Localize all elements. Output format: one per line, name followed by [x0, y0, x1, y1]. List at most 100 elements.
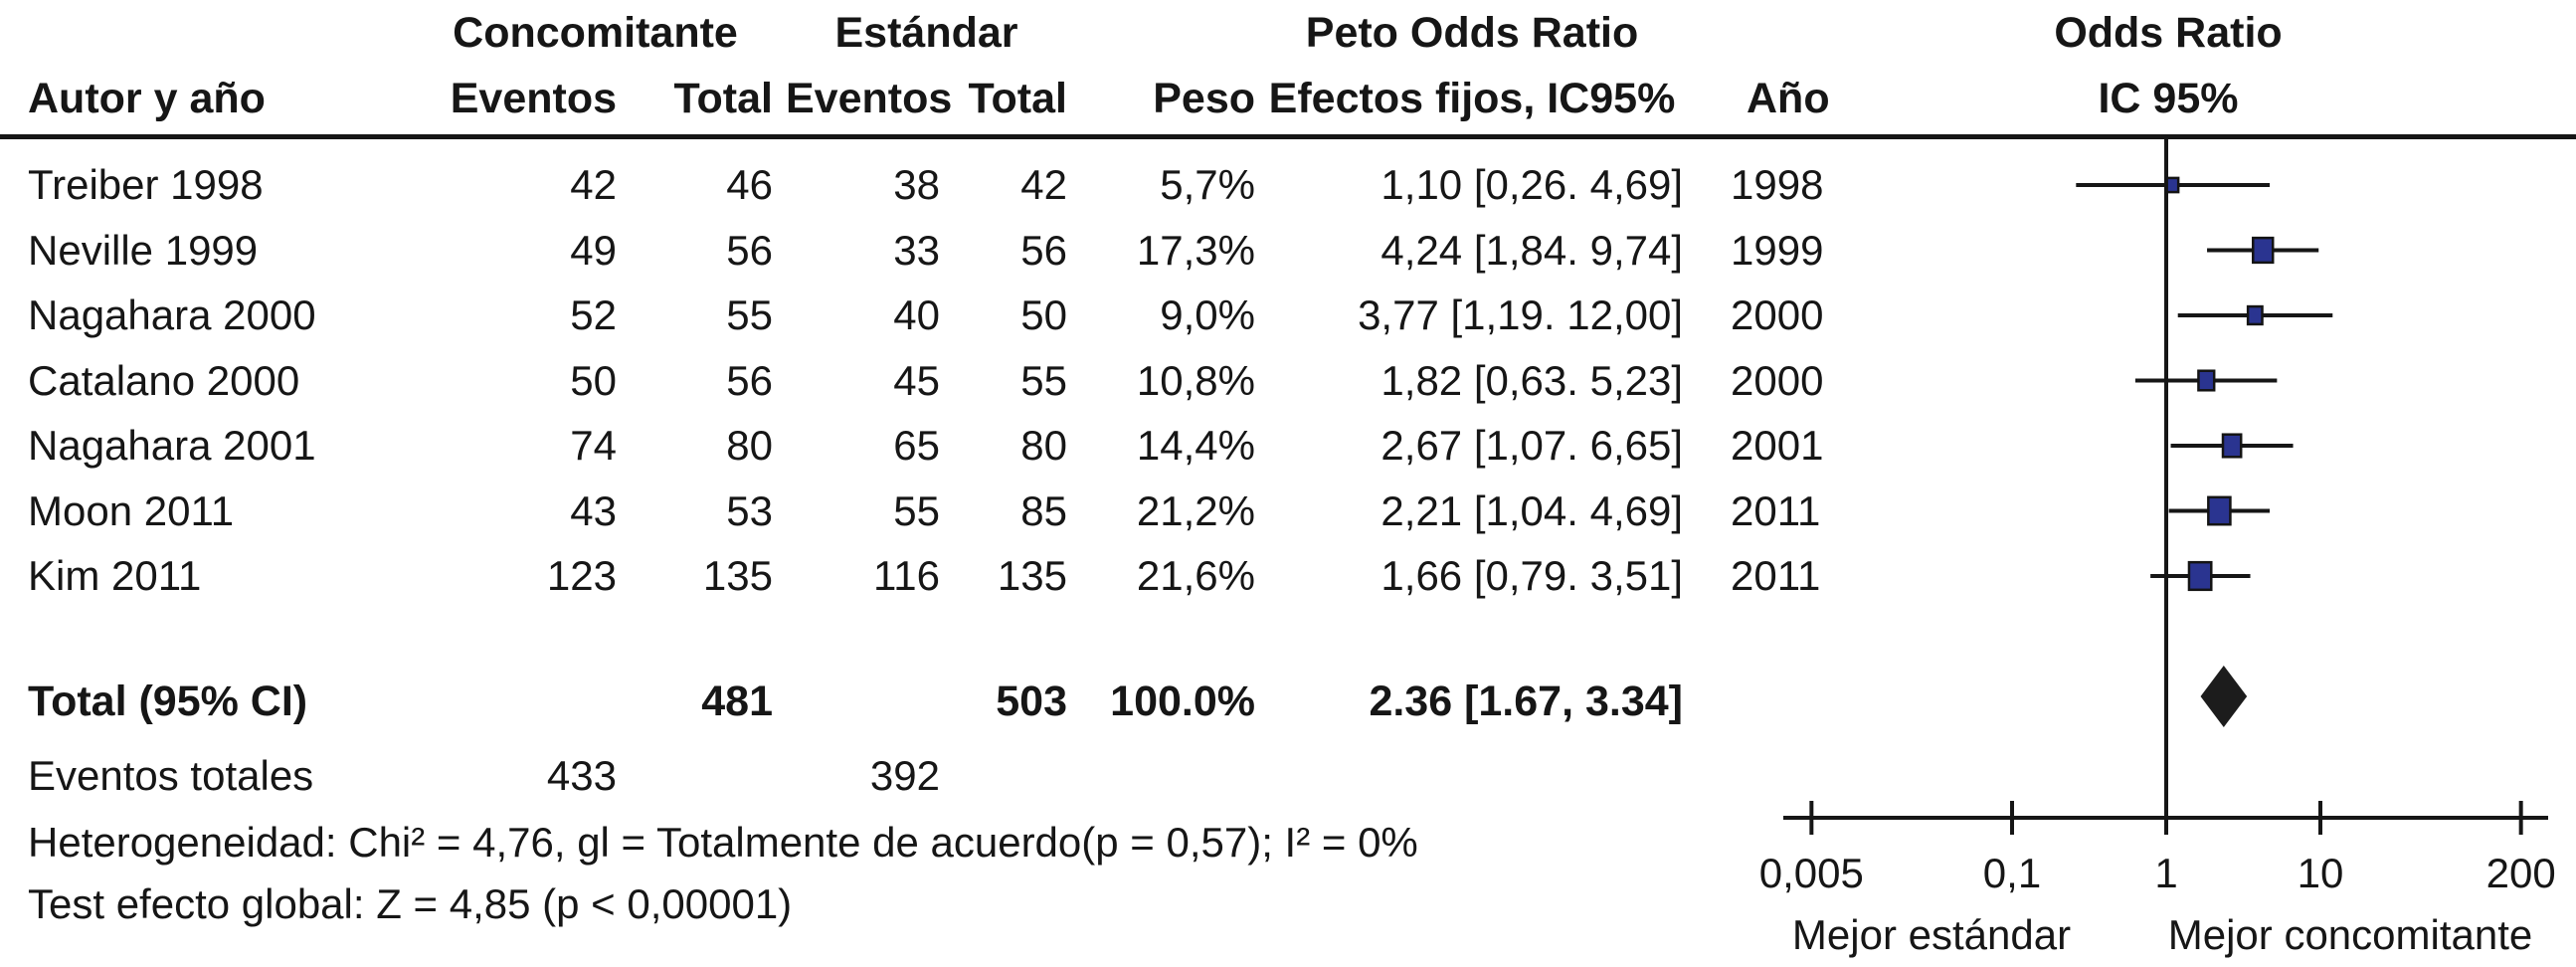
x-axis-tick-label: 0,005 — [1759, 850, 1864, 896]
column-header-fixed-effects-ci: Efectos fijos, IC95% — [1268, 75, 1676, 122]
study-author: Nagahara 2001 — [28, 422, 316, 469]
study-total-estandar: 80 — [1020, 422, 1067, 469]
study-or-ci-text: 1,66 [0,79. 3,51] — [1380, 552, 1683, 599]
study-total-estandar: 135 — [997, 552, 1067, 599]
study-total-estandar: 55 — [1020, 356, 1067, 404]
study-weight: 21,6% — [1136, 552, 1255, 599]
study-author: Kim 2011 — [28, 552, 202, 599]
plot-header-ic95: IC 95% — [2098, 75, 2239, 122]
study-events-estandar: 40 — [893, 291, 940, 338]
total-events-concomitante: 433 — [546, 752, 617, 799]
weight-square — [2252, 236, 2275, 265]
study-total-estandar: 85 — [1020, 486, 1067, 534]
weight-square — [2207, 495, 2232, 526]
x-axis-tick-label: 200 — [2486, 850, 2556, 896]
total-weight: 100.0% — [1110, 677, 1255, 725]
study-row: Neville 1999 49 56 33 56 17,3% 4,24 [1,84. 9,7… — [0, 218, 2576, 284]
study-author: Treiber 1998 — [28, 161, 264, 208]
study-author: Catalano 2000 — [28, 356, 300, 404]
pooled-effect-diamond — [2200, 666, 2248, 727]
column-header-total-concomitante: Total — [673, 75, 773, 122]
study-total-estandar: 56 — [1020, 226, 1067, 274]
study-events-concomitante: 52 — [570, 291, 617, 338]
study-total-concomitante: 135 — [702, 552, 773, 599]
study-weight: 17,3% — [1136, 226, 1255, 274]
study-total-estandar: 42 — [1020, 161, 1067, 208]
study-events-estandar: 33 — [893, 226, 940, 274]
header-rule — [0, 134, 2576, 139]
study-weight: 10,8% — [1136, 356, 1255, 404]
weight-square — [2221, 433, 2243, 459]
total-estandar-sum: 503 — [996, 677, 1067, 725]
study-events-estandar: 38 — [893, 161, 940, 208]
study-year: 2001 — [1731, 422, 1824, 469]
study-year: 2011 — [1731, 552, 1821, 599]
study-total-concomitante: 46 — [726, 161, 773, 208]
x-axis-tick-label: 10 — [2298, 850, 2344, 896]
study-row: Treiber 1998 42 46 38 42 5,7% 1,10 [0,26. 4,69… — [0, 152, 2576, 218]
weight-square — [2197, 369, 2216, 392]
x-axis-tick-label: 0,1 — [1983, 850, 2041, 896]
study-total-concomitante: 80 — [726, 422, 773, 469]
study-year: 2011 — [1731, 486, 1821, 534]
total-concomitante-sum: 481 — [701, 677, 773, 725]
study-author: Nagahara 2000 — [28, 291, 316, 338]
favours-right-label: Mejor concomitante — [2167, 911, 2533, 958]
study-total-concomitante: 55 — [726, 291, 773, 338]
study-or-ci-text: 2,21 [1,04. 4,69] — [1380, 486, 1683, 534]
study-row: Nagahara 2000 52 55 40 50 9,0% 3,77 [1,19. 12,… — [0, 283, 2576, 348]
total-events-estandar: 392 — [869, 752, 940, 799]
heterogeneity-note: Heterogeneidad: Chi² = 4,76, gl = Totalm… — [28, 819, 1418, 866]
column-header-weight: Peso — [1153, 75, 1255, 122]
study-row: Kim 2011 123 135 116 135 21,6% 1,66 [0,79. 3,5… — [0, 543, 2576, 609]
study-events-estandar: 55 — [893, 486, 940, 534]
study-or-ci-text: 3,77 [1,19. 12,00] — [1358, 291, 1683, 338]
study-year: 1998 — [1731, 161, 1824, 208]
study-events-concomitante: 74 — [570, 422, 617, 469]
group-header-estandar: Estándar — [834, 9, 1018, 57]
study-row: Nagahara 2001 74 80 65 80 14,4% 2,67 [1,07. 6,… — [0, 413, 2576, 479]
study-events-concomitante: 42 — [570, 161, 617, 208]
weight-square — [2187, 560, 2213, 592]
study-row: Moon 2011 43 53 55 85 21,2% 2,21 [1,04. 4,69] 2… — [0, 479, 2576, 544]
study-events-estandar: 45 — [893, 356, 940, 404]
study-events-concomitante: 123 — [546, 552, 617, 599]
column-header-year: Año — [1747, 75, 1830, 122]
study-weight: 21,2% — [1136, 486, 1255, 534]
study-total-concomitante: 56 — [726, 356, 773, 404]
study-weight: 5,7% — [1160, 161, 1255, 208]
plot-header-odds-ratio: Odds Ratio — [2054, 9, 2283, 57]
study-weight: 9,0% — [1160, 291, 1255, 338]
study-total-estandar: 50 — [1020, 291, 1067, 338]
study-weight: 14,4% — [1136, 422, 1255, 469]
x-axis-tick-label: 1 — [2154, 850, 2177, 896]
study-events-concomitante: 50 — [570, 356, 617, 404]
overall-effect-note: Test efecto global: Z = 4,85 (p < 0,0000… — [28, 880, 793, 927]
total-row-label: Total (95% CI) — [28, 677, 308, 725]
total-row: Total (95% CI) 481 503 100.0% 2.36 [1.67… — [0, 669, 2576, 734]
study-author: Neville 1999 — [28, 226, 259, 274]
study-year: 2000 — [1731, 291, 1824, 338]
study-author: Moon 2011 — [28, 486, 235, 534]
group-header-concomitante: Concomitante — [453, 9, 738, 57]
weight-square — [2246, 304, 2264, 326]
study-or-ci-text: 1,10 [0,26. 4,69] — [1380, 161, 1683, 208]
favours-left-label: Mejor estándar — [1791, 911, 2072, 958]
column-header-peto-odds-ratio: Peto Odds Ratio — [1305, 9, 1639, 57]
study-events-concomitante: 43 — [570, 486, 617, 534]
study-total-concomitante: 53 — [726, 486, 773, 534]
study-events-estandar: 116 — [873, 552, 940, 599]
column-header-events-concomitante: Eventos — [450, 75, 617, 122]
study-or-ci-text: 2,67 [1,07. 6,65] — [1380, 422, 1683, 469]
total-events-row: Eventos totales 433 392 — [0, 743, 2576, 809]
study-total-concomitante: 56 — [726, 226, 773, 274]
column-header-events-estandar: Eventos — [786, 75, 953, 122]
study-events-concomitante: 49 — [570, 226, 617, 274]
column-header-author: Autor y año — [28, 75, 266, 122]
study-or-ci-text: 1,82 [0,63. 5,23] — [1380, 356, 1683, 404]
study-or-ci-text: 4,24 [1,84. 9,74] — [1380, 226, 1683, 274]
total-or-ci-text: 2.36 [1.67, 3.34] — [1369, 677, 1683, 725]
total-events-label: Eventos totales — [28, 752, 314, 799]
